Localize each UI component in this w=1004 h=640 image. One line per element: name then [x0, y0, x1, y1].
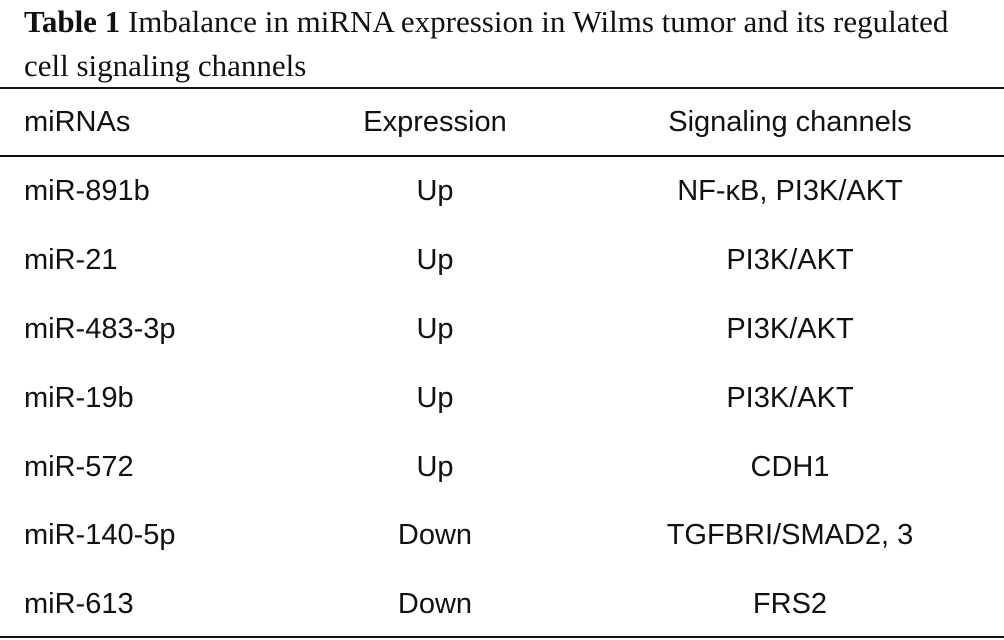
cell-mirna: miR-21	[24, 244, 118, 276]
table-title: Imbalance in miRNA expression in Wilms t…	[24, 4, 949, 83]
cell-mirna: miR-613	[24, 588, 134, 620]
header-signaling-channels: Signaling channels	[668, 106, 912, 138]
cell-mirna: miR-483-3p	[24, 313, 176, 345]
table-label: Table 1	[24, 4, 121, 39]
cell-signaling: FRS2	[752, 588, 828, 620]
table-bottom-rule	[0, 636, 1004, 638]
cell-signaling: NF-κB, PI3K/AKT	[677, 175, 903, 207]
cell-mirna: miR-572	[24, 451, 134, 483]
table-header-rule	[0, 155, 1004, 157]
header-expression: Expression	[363, 106, 507, 138]
cell-signaling: CDH1	[750, 451, 830, 483]
cell-signaling: PI3K/AKT	[726, 382, 854, 414]
cell-mirna: miR-891b	[24, 175, 150, 207]
cell-mirna: miR-140-5p	[24, 519, 176, 551]
cell-expression: Up	[416, 451, 454, 483]
cell-signaling: TGFBRI/SMAD2, 3	[666, 519, 914, 551]
cell-expression: Up	[416, 313, 454, 345]
cell-expression: Up	[416, 244, 454, 276]
cell-signaling: PI3K/AKT	[726, 313, 854, 345]
cell-expression: Down	[397, 588, 473, 620]
cell-expression: Up	[416, 175, 454, 207]
cell-expression: Up	[416, 382, 454, 414]
cell-signaling: PI3K/AKT	[726, 244, 854, 276]
table-top-rule	[0, 87, 1004, 89]
cell-mirna: miR-19b	[24, 382, 134, 414]
table-caption: Table 1 Imbalance in miRNA expression in…	[24, 0, 994, 88]
header-mirnas: miRNAs	[24, 106, 131, 138]
cell-expression: Down	[397, 519, 473, 551]
